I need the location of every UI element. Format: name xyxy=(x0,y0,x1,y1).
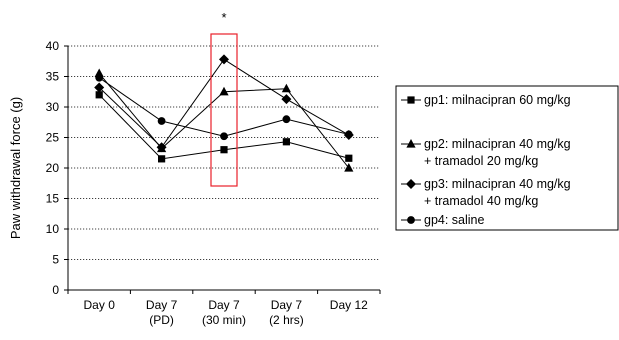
legend-item: gp2: milnacipran 40 mg/kg + tramadol 20 m… xyxy=(401,137,571,168)
data-point xyxy=(158,155,166,163)
data-point xyxy=(220,132,228,141)
x-tick-labels: Day 0 Day 7 (PD) Day 7 (30 min) Day 7 (2 hrs) D… xyxy=(84,298,369,327)
legend-item: gp3: milnacipran 40 mg/kg + tramadol 40 m… xyxy=(401,177,571,208)
data-point xyxy=(220,146,228,154)
y-axis-label: Paw withdrawal force (g) xyxy=(8,97,23,239)
y-tick-label: 10 xyxy=(46,222,60,236)
highlight-box xyxy=(210,33,238,187)
legend-marker xyxy=(407,96,415,104)
legend-label: + tramadol 40 mg/kg xyxy=(424,194,538,208)
significance-asterisk: * xyxy=(221,10,226,25)
legend-label: + tramadol 20 mg/kg xyxy=(424,154,538,168)
data-point xyxy=(156,142,167,153)
legend-label: gp1: milnacipran 60 mg/kg xyxy=(424,93,571,107)
x-tick-label: Day 0 xyxy=(84,298,116,312)
series-group xyxy=(94,54,354,172)
x-tick-label: Day 7 (2 hrs) xyxy=(269,298,304,327)
y-tick-label: 30 xyxy=(46,100,60,114)
legend-marker xyxy=(406,139,416,148)
y-tick-label: 20 xyxy=(46,161,60,175)
data-point xyxy=(281,94,292,105)
data-point xyxy=(157,117,166,125)
y-tick-label: 5 xyxy=(52,253,59,267)
y-tick-label: 15 xyxy=(46,192,60,206)
legend: gp1: milnacipran 60 mg/kg gp2: milnacipra… xyxy=(395,85,619,231)
y-tick-label: 35 xyxy=(46,70,60,84)
data-point xyxy=(344,163,354,172)
series-1 xyxy=(95,91,353,163)
data-point xyxy=(219,54,229,65)
axes xyxy=(64,45,381,294)
legend-box xyxy=(395,85,619,231)
legend-item: gp1: milnacipran 60 mg/kg xyxy=(401,93,571,107)
data-point xyxy=(282,138,290,146)
data-point xyxy=(281,83,291,93)
data-point xyxy=(219,86,229,96)
y-tick-labels: 0 5 10 15 20 25 30 35 40 xyxy=(46,39,60,297)
x-tick-label: Day 7 (PD) xyxy=(146,298,178,327)
legend-marker xyxy=(407,216,415,224)
legend-item: gp4: saline xyxy=(401,213,485,227)
y-tick-label: 25 xyxy=(46,131,60,145)
data-point xyxy=(94,82,105,93)
series-4 xyxy=(95,73,353,141)
data-point xyxy=(282,115,291,124)
data-point xyxy=(345,154,353,162)
x-tick-label: Day 12 xyxy=(330,298,368,312)
y-tick-label: 0 xyxy=(52,283,59,297)
annotation: * xyxy=(210,10,238,187)
x-tick-label: Day 7 (30 min) xyxy=(202,298,246,327)
legend-label: gp3: milnacipran 40 mg/kg xyxy=(424,177,571,191)
legend-label: gp4: saline xyxy=(424,213,485,227)
legend-label: gp2: milnacipran 40 mg/kg xyxy=(424,137,571,151)
data-point xyxy=(95,91,103,99)
data-point xyxy=(95,73,104,82)
y-tick-label: 40 xyxy=(46,39,60,53)
legend-marker xyxy=(406,179,416,189)
data-point xyxy=(344,130,353,139)
